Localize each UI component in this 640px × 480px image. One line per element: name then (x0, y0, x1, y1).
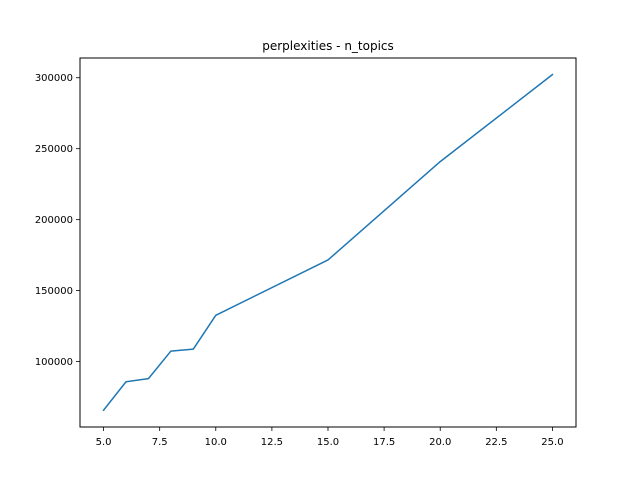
x-axis: 5.0 7.5 10.0 12.5 15.0 17.5 20.0 22.5 25.0 (96, 427, 564, 448)
series-layer (102, 73, 554, 412)
y-tick-label: 300000 (35, 73, 73, 84)
y-axis: 100000 150000 200000 250000 300000 (35, 73, 80, 368)
y-tick-label: 100000 (35, 357, 73, 368)
y-tick-label: 250000 (35, 144, 73, 155)
y-tick-label: 150000 (35, 286, 73, 297)
chart-title: perplexities - n_topics (262, 39, 394, 53)
series-line-0 (102, 73, 554, 412)
x-tick-label: 20.0 (429, 437, 451, 448)
x-tick-label: 22.5 (485, 437, 507, 448)
x-tick-label: 5.0 (96, 437, 112, 448)
plot-frame (79, 57, 577, 428)
x-tick-label: 17.5 (373, 437, 395, 448)
x-tick-label: 10.0 (205, 437, 227, 448)
x-tick-label: 15.0 (317, 437, 339, 448)
x-tick-label: 7.5 (152, 437, 168, 448)
x-tick-label: 12.5 (261, 437, 283, 448)
x-tick-label: 25.0 (541, 437, 563, 448)
y-tick-label: 200000 (35, 215, 73, 226)
